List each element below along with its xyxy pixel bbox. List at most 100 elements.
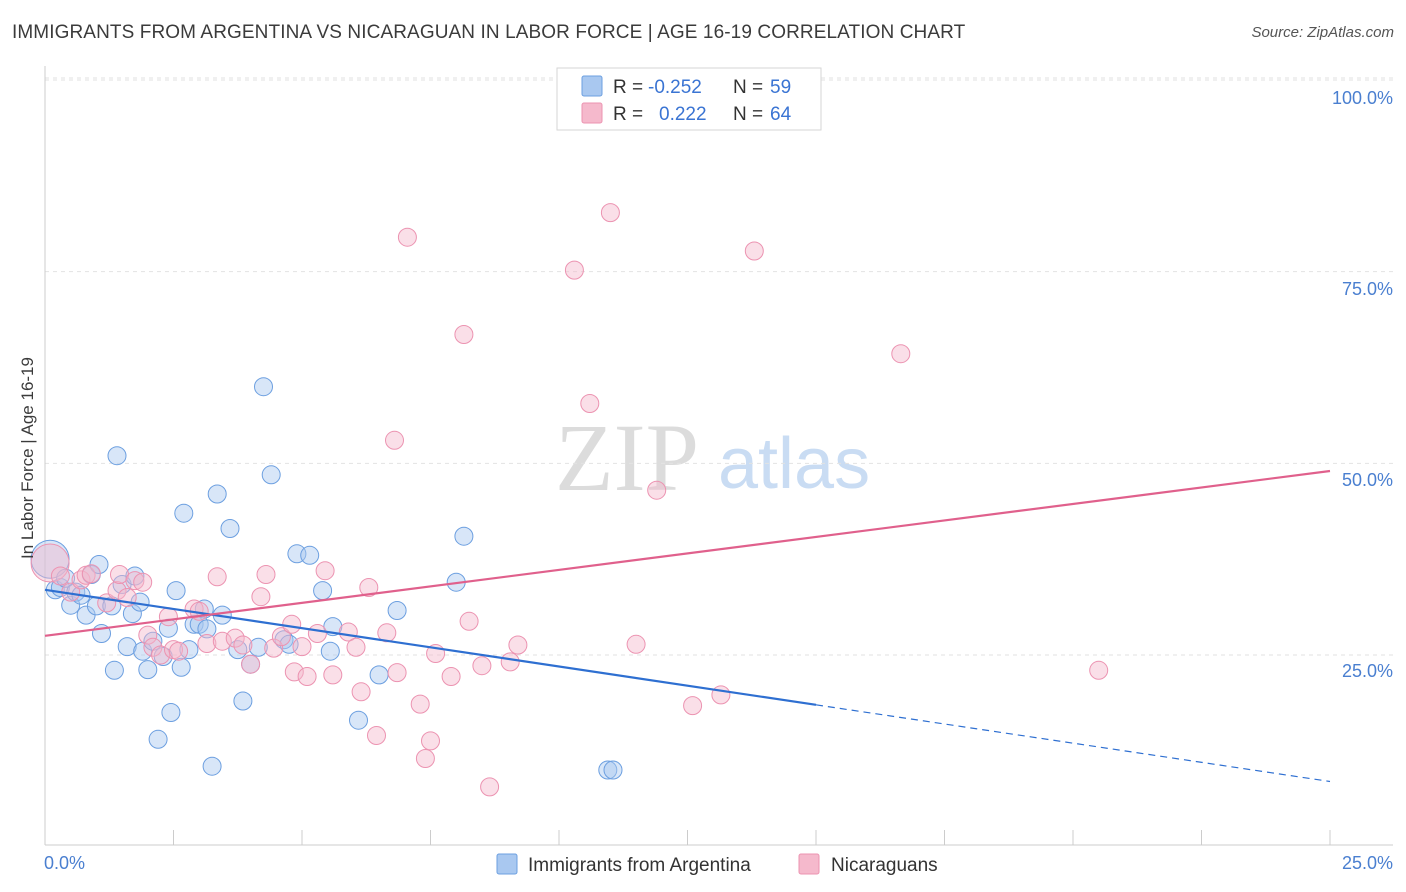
point-nicaraguans — [297, 667, 317, 686]
trend-line-argentina — [44, 588, 817, 706]
point-nicaraguans — [647, 480, 667, 500]
legend-r-value: 0.222 — [659, 104, 707, 125]
point-argentina — [454, 526, 474, 546]
point-nicaraguans — [454, 325, 474, 344]
point-argentina — [261, 465, 281, 485]
point-nicaraguans — [346, 637, 366, 657]
point-nicaraguans — [480, 777, 500, 797]
bottom-legend-label-argentina: Immigrants from Argentina — [528, 855, 751, 876]
point-nicaraguans — [197, 634, 217, 653]
point-nicaraguans — [151, 645, 171, 665]
legend-swatch-nicaraguans — [581, 102, 603, 124]
legend-r-value: -0.252 — [648, 77, 702, 98]
data-points — [30, 203, 1109, 797]
point-argentina — [107, 446, 127, 466]
point-argentina — [166, 581, 186, 601]
point-argentina — [207, 484, 227, 504]
point-argentina — [313, 581, 333, 601]
point-nicaraguans — [30, 543, 70, 583]
point-nicaraguans — [264, 638, 284, 658]
point-argentina — [300, 545, 320, 565]
point-nicaraguans — [600, 203, 620, 223]
point-nicaraguans — [241, 654, 261, 674]
axes — [44, 66, 1393, 846]
point-nicaraguans — [441, 667, 461, 686]
point-nicaraguans — [251, 587, 271, 607]
point-argentina — [202, 756, 222, 776]
point-argentina — [125, 566, 145, 586]
point-nicaraguans — [284, 662, 304, 682]
point-nicaraguans — [271, 627, 291, 647]
watermark-zip: ZIP — [555, 404, 699, 511]
y-tick-label: 75.0% — [1342, 279, 1393, 299]
point-nicaraguans — [415, 749, 435, 768]
point-nicaraguans — [233, 635, 253, 655]
point-argentina — [161, 703, 181, 722]
bottom-legend-swatch-nicaraguans — [798, 853, 820, 875]
point-nicaraguans — [158, 607, 178, 627]
point-nicaraguans — [359, 578, 379, 597]
y-tick-label: 25.0% — [1342, 661, 1393, 681]
point-argentina — [220, 519, 240, 538]
x-tick-label: 25.0% — [1342, 853, 1393, 873]
point-argentina — [171, 657, 191, 677]
point-nicaraguans — [580, 394, 600, 413]
trend-line-nicaraguans — [44, 469, 1331, 637]
watermark-atlas: atlas — [718, 424, 870, 504]
point-nicaraguans — [683, 696, 703, 716]
point-nicaraguans — [315, 561, 335, 581]
legend-r-label: R = — [613, 77, 643, 98]
point-argentina — [138, 660, 158, 680]
point-nicaraguans — [421, 731, 440, 751]
point-argentina — [104, 660, 124, 680]
trend-lines — [44, 469, 1331, 783]
y-tick-label: 50.0% — [1342, 470, 1393, 490]
point-nicaraguans — [410, 694, 430, 714]
legend-r-label: R = — [613, 104, 643, 125]
point-nicaraguans — [472, 656, 492, 676]
point-argentina — [248, 637, 268, 657]
point-nicaraguans — [564, 260, 584, 280]
point-argentina — [148, 729, 168, 749]
source-label: Source: ZipAtlas.com — [1251, 24, 1394, 41]
x-tick-label: 0.0% — [44, 853, 85, 873]
point-nicaraguans — [256, 565, 276, 584]
point-nicaraguans — [50, 566, 70, 586]
point-argentina — [320, 641, 340, 661]
point-argentina — [603, 760, 623, 780]
point-nicaraguans — [323, 665, 343, 685]
point-nicaraguans — [891, 344, 911, 364]
point-nicaraguans — [207, 567, 227, 587]
legend-n-value: 64 — [770, 104, 792, 125]
point-nicaraguans — [459, 611, 479, 631]
point-argentina — [369, 665, 389, 685]
point-nicaraguans — [125, 571, 145, 591]
point-nicaraguans — [169, 641, 189, 661]
point-nicaraguans — [307, 624, 327, 643]
y-tick-label: 100.0% — [1332, 88, 1393, 108]
bottom-legend: Immigrants from Argentina Nicaraguans — [496, 853, 938, 876]
point-nicaraguans — [292, 637, 312, 657]
point-argentina — [387, 601, 407, 620]
legend-n-label: N = — [733, 77, 763, 98]
point-nicaraguans — [508, 635, 528, 655]
trend-line-argentina-projection — [815, 704, 1331, 783]
point-argentina — [117, 637, 137, 657]
gridlines — [45, 77, 1393, 656]
point-nicaraguans — [367, 726, 386, 745]
legend: R = -0.252 N = 59 R = 0.222 N = 64 — [556, 67, 822, 131]
point-nicaraguans — [744, 241, 764, 261]
point-nicaraguans — [500, 652, 520, 672]
point-nicaraguans — [282, 614, 302, 634]
point-nicaraguans — [626, 634, 646, 654]
chart-title: IMMIGRANTS FROM ARGENTINA VS NICARAGUAN … — [12, 22, 966, 43]
point-argentina — [233, 691, 253, 711]
point-nicaraguans — [225, 628, 245, 648]
y-axis-label: In Labor Force | Age 16-19 — [18, 357, 37, 559]
legend-n-label: N = — [733, 104, 763, 125]
legend-n-value: 59 — [770, 77, 791, 98]
bottom-legend-swatch-argentina — [496, 853, 518, 875]
point-nicaraguans — [387, 663, 407, 683]
point-nicaraguans — [81, 564, 101, 584]
